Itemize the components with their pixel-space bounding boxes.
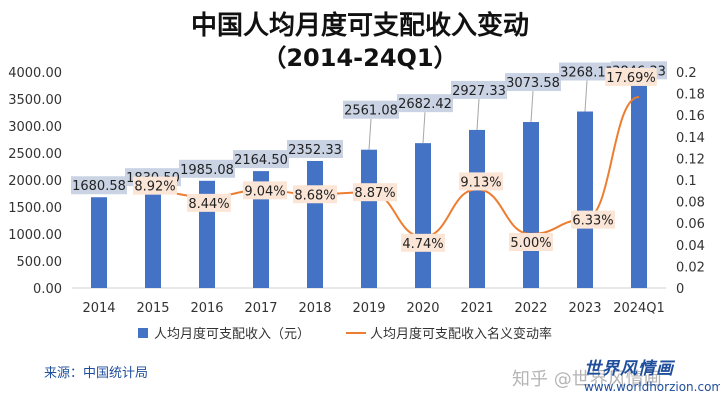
left-tick-label: 4000.00 — [8, 66, 62, 81]
line-label-box — [133, 176, 177, 195]
x-tick-label: 2021 — [460, 301, 493, 316]
right-tick-label: 0.14 — [676, 131, 705, 146]
bar-label-leader — [476, 98, 480, 130]
bar-label-box — [397, 94, 453, 113]
x-tick-label: 2019 — [352, 301, 385, 316]
line-data-label: 8.68% — [294, 188, 335, 203]
x-tick-label: 2020 — [406, 301, 439, 316]
bar-label-box — [71, 176, 127, 195]
left-tick-label: 0.00 — [33, 282, 62, 297]
right-tick-label: 0.12 — [676, 152, 705, 167]
bar-label-box — [559, 62, 615, 81]
x-tick-label: 2024Q1 — [613, 301, 665, 316]
x-tick-label: 2023 — [568, 301, 601, 316]
chart-title: 中国人均月度可支配收入变动 — [191, 10, 529, 41]
line-data-label: 6.33% — [572, 214, 613, 229]
left-tick-label: 2000.00 — [8, 174, 62, 189]
source-note: 来源：中国统计局 — [44, 366, 149, 381]
bar — [631, 80, 647, 288]
bar-data-label: 2927.33 — [452, 84, 506, 99]
right-tick-label: 0.04 — [676, 239, 705, 254]
legend: 人均月度可支配收入（元） 人均月度可支配收入名义变动率 — [138, 326, 552, 342]
right-tick-label: 0.08 — [676, 196, 705, 211]
line-data-labels: 8.92% 8.44% 9.04% 8.68% 8.87% 4.74% 9.13% 5.00%… — [133, 67, 657, 252]
left-axis: 0.00 500.00 1000.00 1500.00 2000.00 2500.00 30… — [8, 66, 62, 297]
line-label-box — [459, 172, 503, 191]
bar — [361, 149, 377, 288]
line-data-label: 17.69% — [606, 71, 656, 86]
brand-url: www.worldhorzion.com — [584, 380, 720, 394]
x-tick-label: 2016 — [190, 301, 223, 316]
line-data-label: 9.13% — [460, 175, 501, 190]
line-label-box — [401, 233, 445, 252]
chart-subtitle: （2014-24Q1） — [262, 44, 457, 72]
left-tick-label: 3500.00 — [8, 93, 62, 108]
bar — [415, 143, 431, 288]
bar — [91, 197, 107, 288]
right-axis: 0 0.02 0.04 0.06 0.08 0.1 0.12 0.14 0.16 0.18 0.2 — [676, 66, 705, 297]
bar-data-label: 2164.50 — [234, 153, 288, 168]
bar-label-box — [179, 159, 235, 178]
line-label-box — [243, 181, 287, 200]
bar — [523, 122, 539, 289]
right-tick-label: 0.1 — [676, 174, 697, 189]
line-label-box — [353, 183, 397, 202]
brand-logo-text: 世界风情画 — [584, 359, 674, 379]
left-tick-label: 2500.00 — [8, 147, 62, 162]
bar-data-label: 3073.58 — [506, 76, 560, 91]
left-tick-label: 3000.00 — [8, 120, 62, 135]
line-data-label: 9.04% — [244, 184, 285, 199]
bar — [307, 160, 323, 288]
zhihu-watermark: 知乎 @世界风情画 — [512, 369, 662, 390]
right-tick-label: 0.06 — [676, 217, 705, 232]
bar — [577, 111, 593, 288]
bar-data-label: 1680.58 — [72, 179, 126, 194]
bar-label-leader — [422, 112, 426, 144]
x-tick-label: 2014 — [82, 301, 115, 316]
x-tick-label: 2017 — [244, 301, 277, 316]
line-label-box — [509, 233, 553, 251]
legend-bar-swatch — [138, 328, 148, 338]
legend-line-label: 人均月度可支配收入名义变动率 — [370, 326, 552, 342]
line-label-box — [605, 67, 657, 86]
bar-label-leader — [368, 118, 372, 150]
right-tick-label: 0.16 — [676, 109, 705, 124]
bar-label-box — [451, 80, 507, 99]
bar — [145, 189, 161, 288]
bar-data-label: 2561.08 — [344, 104, 398, 119]
bar — [469, 129, 485, 288]
right-tick-label: 0.18 — [676, 88, 705, 103]
left-tick-label: 1000.00 — [8, 228, 62, 243]
legend-bar-label: 人均月度可支配收入（元） — [154, 326, 310, 342]
line-data-label: 5.00% — [510, 236, 551, 251]
bar-label-box — [287, 139, 343, 158]
left-tick-label: 500.00 — [17, 255, 63, 270]
bar-label-leader — [530, 90, 534, 123]
bar-data-label: 3268.17 — [560, 66, 614, 81]
bar-data-label: 2682.42 — [398, 97, 452, 112]
line-label-box — [571, 210, 615, 229]
line-data-label: 8.92% — [134, 180, 175, 195]
bar-data-label: 1985.08 — [180, 163, 234, 178]
bar — [253, 171, 269, 288]
right-tick-label: 0.2 — [676, 66, 697, 81]
left-tick-label: 1500.00 — [8, 201, 62, 216]
bar-label-box — [343, 100, 399, 119]
line-data-label: 8.44% — [188, 197, 229, 212]
line-data-label: 4.74% — [402, 237, 443, 252]
x-tick-label: 2022 — [514, 301, 547, 316]
line-label-box — [187, 193, 231, 212]
right-tick-label: 0 — [676, 282, 684, 297]
bar-data-label: 2352.33 — [288, 143, 342, 158]
x-tick-label: 2018 — [298, 301, 331, 316]
line-data-label: 8.87% — [354, 186, 395, 201]
bar-label-box — [505, 73, 561, 92]
right-tick-label: 0.02 — [676, 260, 705, 275]
bar-label-box — [233, 150, 289, 169]
x-axis: 2014 2015 2016 2017 2018 2019 2020 2021 2022 2023… — [82, 301, 664, 316]
bar-label-leader — [584, 80, 588, 112]
line-label-box — [293, 185, 337, 204]
x-tick-label: 2015 — [136, 301, 169, 316]
